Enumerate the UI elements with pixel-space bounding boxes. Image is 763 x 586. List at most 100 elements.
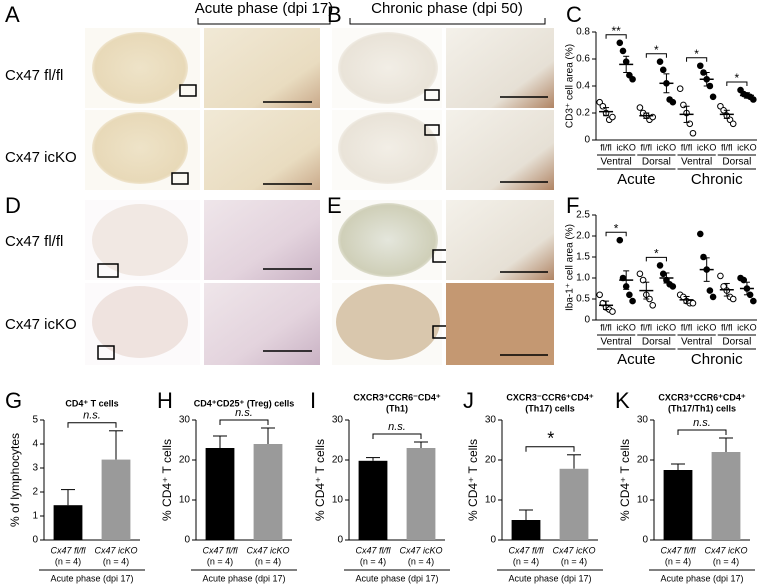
x-tick-label: Cx47 icKO (552, 545, 595, 555)
bar (711, 452, 741, 540)
chart-subtitle: (Th1) (386, 403, 408, 413)
row-label: Cx47 fl/fl (5, 67, 63, 84)
chart-title: CXCR3⁻CCR6⁺CD4⁺ (506, 392, 594, 402)
significance-label: * (735, 71, 740, 85)
significance-bracket (686, 57, 708, 62)
x-tick-label: fl/fl (600, 142, 612, 152)
y-tick-label: 0.4 (576, 81, 590, 92)
significance-bracket (645, 256, 667, 262)
data-point (669, 283, 677, 290)
sublabel: Dorsal (642, 157, 671, 168)
y-tick-label: 0.5 (576, 294, 590, 305)
significance-bracket (67, 422, 117, 428)
data-point (609, 308, 616, 315)
n-label: (n = 4) (360, 556, 386, 566)
significance-bracket (525, 446, 575, 452)
x-tick-label: fl/fl (721, 142, 733, 152)
x-axis-label: Acute phase (dpi 17) (355, 573, 438, 583)
y-tick-label: 20 (179, 455, 191, 466)
x-tick-label: Cx47 icKO (246, 545, 289, 555)
data-point (700, 253, 707, 261)
n-label: (n = 4) (713, 556, 739, 566)
sublabel: Dorsal (642, 337, 671, 348)
panel-letter: A (5, 2, 20, 27)
data-point (596, 291, 603, 299)
significance-label: * (694, 47, 699, 61)
y-tick-label: 30 (332, 415, 344, 426)
sublabel: Ventral (681, 337, 712, 348)
panel-letter: F (566, 193, 579, 218)
y-tick-label: 10 (637, 495, 649, 506)
y-tick-label: 0.6 (576, 54, 590, 65)
data-point (729, 120, 737, 128)
data-point (750, 96, 757, 103)
x-tick-label: Cx47 fl/fl (508, 545, 544, 555)
data-point (750, 297, 757, 305)
y-tick-label: 0.2 (576, 108, 590, 119)
x-tick-label: Cx47 icKO (399, 545, 442, 555)
x-axis-label: Acute phase (dpi 17) (202, 573, 285, 583)
data-point (639, 276, 647, 284)
x-tick-label: icKO (616, 142, 636, 152)
significance-label: * (614, 221, 619, 235)
x-tick-label: icKO (657, 322, 677, 332)
x-tick-label: fl/fl (681, 322, 693, 332)
chart-title: CD4⁺ T cells (65, 398, 118, 408)
data-point (659, 66, 667, 74)
panel-letter: J (463, 388, 474, 413)
significance-label: * (654, 247, 659, 261)
significance-bracket (219, 419, 269, 425)
chart-subtitle: (Th17) cells (525, 403, 575, 413)
x-axis-label: Acute phase (dpi 17) (508, 573, 591, 583)
bar (53, 505, 83, 540)
significance-bracket (605, 34, 627, 39)
data-point (676, 85, 684, 92)
n-label: (n = 4) (103, 556, 129, 566)
bar (253, 444, 283, 540)
y-tick-label: 20 (332, 455, 344, 466)
data-point (696, 62, 704, 70)
y-axis-label: % CD4⁺ T cells (160, 439, 174, 521)
n-label: (n = 4) (665, 556, 691, 566)
panel-letter: C (566, 2, 582, 27)
x-axis-label: Acute phase (dpi 17) (50, 573, 133, 583)
x-axis-label: Acute phase (dpi 17) (660, 573, 743, 583)
group-label: Chronic (691, 351, 743, 368)
chart-subtitle: (Th17/Th1) cells (668, 403, 736, 413)
y-tick-label: 0 (32, 535, 38, 546)
data-point (686, 120, 694, 128)
bar (511, 520, 541, 540)
data-point (696, 230, 704, 238)
panel-letter: K (615, 388, 630, 413)
data-point (656, 262, 664, 269)
group-label: Acute (617, 351, 655, 368)
significance-label: n.s. (235, 407, 253, 419)
bar (101, 459, 131, 540)
data-point (709, 293, 717, 301)
y-tick-label: 10 (332, 495, 344, 506)
y-tick-label: 1.5 (576, 252, 590, 263)
y-tick-label: 0 (584, 135, 590, 146)
y-tick-label: 5 (32, 415, 38, 426)
y-tick-label: 30 (179, 415, 191, 426)
x-tick-label: fl/fl (600, 322, 612, 332)
row-label: Cx47 icKO (5, 149, 77, 166)
y-tick-label: 30 (637, 415, 649, 426)
sublabel: Ventral (681, 157, 712, 168)
y-tick-label: 0 (337, 535, 343, 546)
data-point (729, 295, 737, 303)
row-label: Cx47 icKO (5, 316, 77, 333)
data-point (616, 236, 624, 244)
image-panels (85, 18, 554, 365)
data-point (656, 58, 664, 66)
y-tick-label: 0 (642, 535, 648, 546)
bar (406, 448, 436, 540)
y-tick-label: 4 (32, 439, 38, 450)
significance-bracket (645, 53, 667, 58)
bar (358, 460, 388, 540)
significance-label: ** (611, 24, 621, 38)
y-tick-label: 2 (32, 487, 38, 498)
sublabel: Dorsal (722, 157, 751, 168)
significance-label: n.s. (693, 417, 711, 429)
x-tick-label: fl/fl (721, 322, 733, 332)
